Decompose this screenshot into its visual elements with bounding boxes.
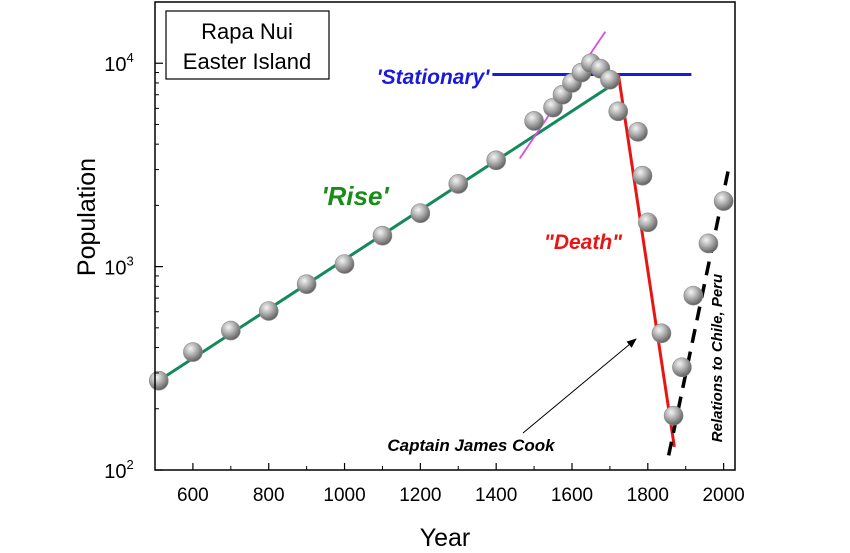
data-point — [628, 122, 648, 142]
data-point — [651, 323, 672, 344]
axis-ticks: 600 800 1000 1200 1400 1600 1800 2000 102 103 104 — [104, 1, 745, 506]
data-point — [221, 320, 241, 341]
annotation-death: "Death" — [544, 231, 623, 254]
data-point — [638, 212, 658, 233]
inset-label-line-1: Rapa Nui — [201, 19, 293, 44]
trend-line-4 — [666, 164, 732, 456]
data-point — [486, 150, 506, 171]
data-point — [524, 111, 544, 131]
data-point — [608, 101, 629, 122]
data-point — [372, 225, 393, 246]
x-tick-label: 1000 — [323, 485, 365, 506]
x-tick-label: 600 — [177, 485, 209, 506]
data-points — [148, 53, 734, 426]
data-point — [663, 405, 684, 426]
trend-lines — [157, 31, 732, 456]
data-point — [672, 357, 692, 378]
data-point — [148, 370, 169, 391]
x-tick-label: 1600 — [551, 485, 593, 506]
x-tick-label: 1200 — [399, 485, 441, 506]
data-point — [183, 342, 203, 362]
y-axis-label: Population — [73, 158, 101, 276]
x-tick-label: 2000 — [702, 485, 744, 506]
data-point — [698, 233, 719, 254]
annotation-rise: 'Rise' — [321, 181, 389, 211]
y-tick-label: 102 — [104, 457, 133, 483]
inset-label: Rapa Nui Easter Island — [165, 10, 330, 80]
x-tick-label: 800 — [253, 485, 285, 506]
plot-frame — [154, 1, 736, 471]
data-point — [632, 165, 653, 186]
x-tick-label: 1400 — [475, 485, 517, 506]
annotation-chile-peru: Relations to Chile, Peru — [709, 274, 726, 442]
data-point — [334, 254, 355, 274]
data-point — [296, 274, 317, 294]
data-point — [713, 191, 734, 211]
data-point — [410, 203, 431, 224]
annotation-stationary: 'Stationary' — [377, 66, 491, 89]
data-point — [448, 174, 469, 194]
y-tick-label: 104 — [104, 50, 133, 76]
x-tick-label: 1800 — [627, 485, 669, 506]
x-axis-label: Year — [420, 524, 471, 552]
data-point — [683, 285, 704, 306]
captain-cook-arrow — [522, 338, 637, 434]
data-point — [600, 69, 620, 90]
y-tick-label: 103 — [104, 254, 133, 280]
trend-line-2 — [616, 73, 676, 448]
inset-label-line-2: Easter Island — [183, 49, 311, 74]
annotation-captain-cook: Captain James Cook — [387, 436, 556, 455]
data-point — [258, 301, 279, 321]
